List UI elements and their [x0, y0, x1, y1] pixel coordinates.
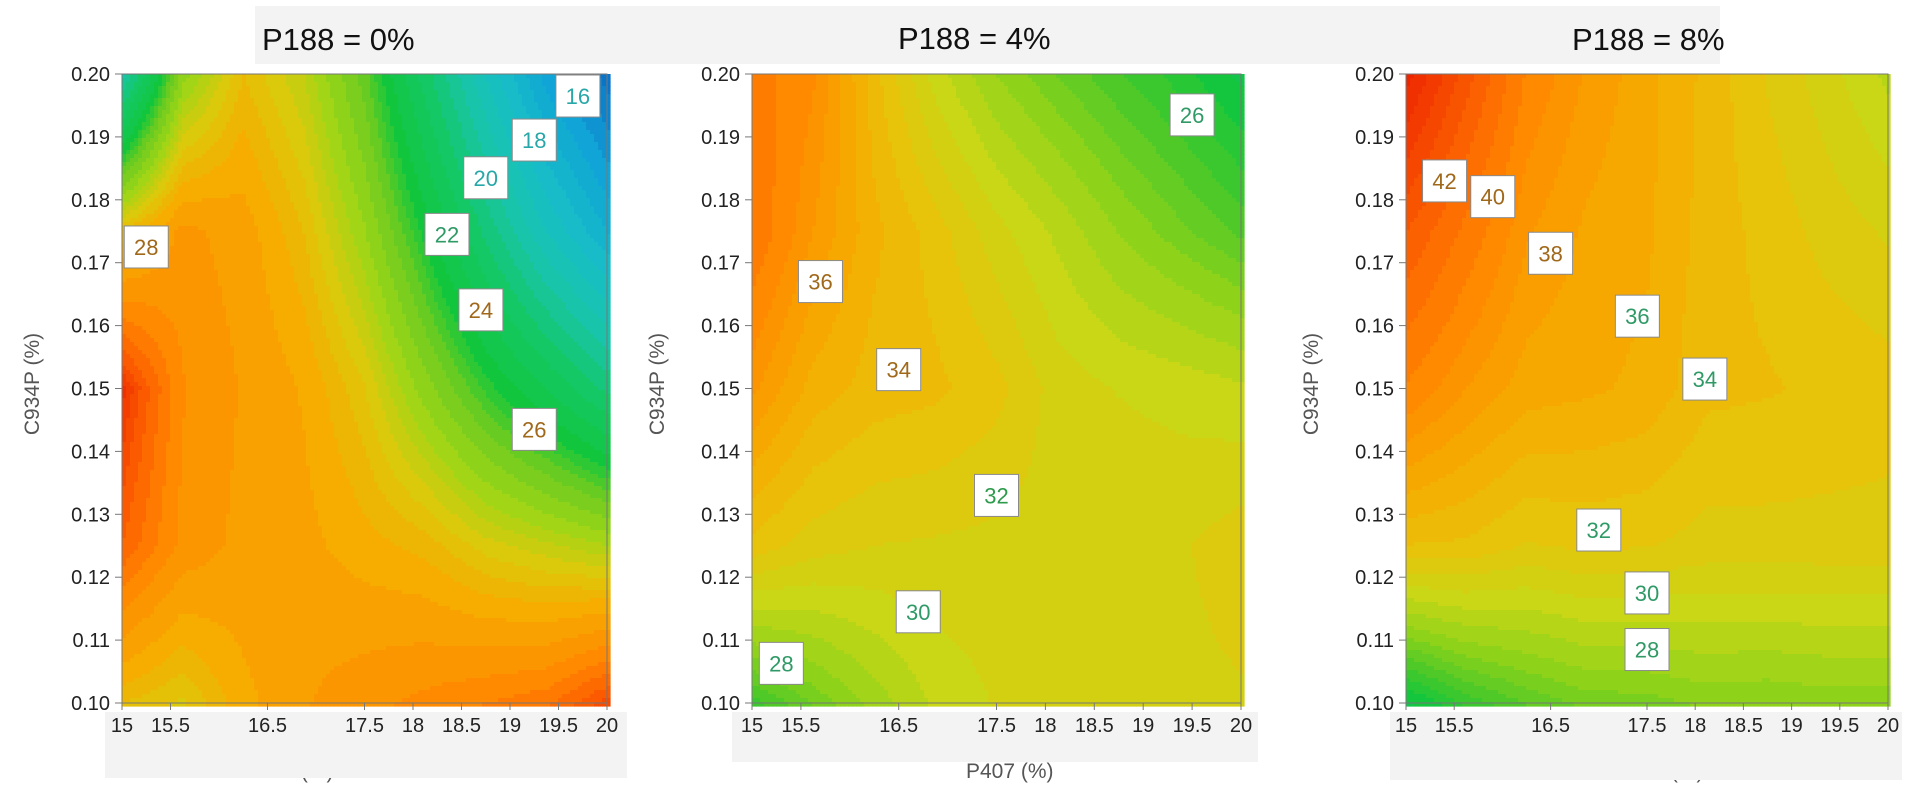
y-tick-label: 0.11 [73, 630, 110, 652]
y-tick-label: 0.18 [1355, 190, 1394, 212]
panel-3-title: P188 = 8% [1572, 22, 1725, 58]
y-tick-label: 0.17 [1355, 253, 1394, 275]
x-tick-label: 20 [1877, 715, 1899, 737]
panel-3-contour-plot: 0.10 0.11 0.12 0.13 0.14 0.15 0.16 0.17 0.18 0.19… [1355, 64, 1902, 780]
y-tick-label: 0.12 [701, 567, 740, 589]
y-tick-label: 0.11 [1357, 630, 1394, 652]
contour-value-label: 38 [1528, 231, 1574, 275]
x-tick-band [732, 712, 1258, 762]
contour-value-label: 30 [1624, 571, 1670, 615]
x-tick-band [1390, 712, 1902, 780]
y-tick-label: 0.14 [71, 441, 110, 463]
y-tick-label: 0.13 [1355, 504, 1394, 526]
y-tick-label: 0.10 [701, 693, 740, 715]
contour-value-label: 28 [123, 225, 169, 269]
x-tick-label: 18.5 [1075, 715, 1114, 737]
y-tick-label: 0.12 [71, 567, 110, 589]
y-tick-label: 0.20 [701, 64, 740, 86]
y-tick-label: 0.10 [1355, 693, 1394, 715]
y-tick-label: 0.20 [1355, 64, 1394, 86]
y-tick-label: 0.18 [71, 190, 110, 212]
y-tick-label: 0.15 [701, 379, 740, 401]
x-tick-label: 16.5 [248, 715, 287, 737]
contour-value-label: 34 [1682, 357, 1728, 401]
x-tick-label: 20 [1230, 715, 1252, 737]
y-tick-label: 0.10 [71, 693, 110, 715]
y-tick-label: 0.16 [71, 316, 110, 338]
y-tick-label: 0.15 [71, 379, 110, 401]
y-tick-label: 0.14 [1355, 441, 1394, 463]
x-tick-label: 20 [596, 715, 618, 737]
x-tick-label: 15 [1395, 715, 1417, 737]
panel-2-title: P188 = 4% [898, 21, 1051, 57]
y-tick-label: 0.20 [71, 64, 110, 86]
x-tick-label: 18 [1684, 715, 1706, 737]
y-tick-label: 0.17 [701, 253, 740, 275]
x-tick-label: 16.5 [1531, 715, 1570, 737]
x-tick-label: 17.5 [345, 715, 384, 737]
x-tick-label: 15.5 [1435, 715, 1474, 737]
contour-value-label: 42 [1422, 159, 1468, 203]
y-tick-label: 0.19 [701, 127, 740, 149]
y-tick-label: 0.15 [1355, 379, 1394, 401]
y-tick-label: 0.12 [1355, 567, 1394, 589]
panel-1-title: P188 = 0% [262, 22, 415, 58]
contour-fill [122, 74, 611, 707]
contour-value-label: 16 [555, 74, 601, 118]
title-band [645, 6, 1720, 46]
contour-value-label: 26 [511, 407, 557, 451]
contour-value-label: 32 [974, 473, 1019, 517]
x-tick-label: 17.5 [977, 715, 1016, 737]
contour-value-label: 30 [895, 590, 941, 634]
y-tick-label: 0.18 [701, 190, 740, 212]
x-tick-label: 15.5 [151, 715, 190, 737]
contour-value-label: 40 [1470, 175, 1516, 219]
y-tick-label: 0.11 [703, 630, 740, 652]
y-tick-label: 0.19 [71, 127, 110, 149]
x-tick-label: 19.5 [1173, 715, 1212, 737]
contour-value-label: 36 [1614, 294, 1660, 338]
x-tick-label: 15.5 [781, 715, 820, 737]
contour-value-label: 28 [758, 641, 804, 685]
panel-1-contour-plot: 0.10 0.11 0.12 0.13 0.14 0.15 0.16 0.17 0.18 0.19… [71, 64, 627, 778]
y-tick-label: 0.17 [71, 253, 110, 275]
contour-value-label: 24 [458, 288, 504, 332]
x-tick-label: 19 [1780, 715, 1802, 737]
contour-value-label: 22 [424, 212, 470, 256]
y-tick-label: 0.16 [1355, 316, 1394, 338]
x-tick-label: 18 [1034, 715, 1056, 737]
y-tick-label: 0.19 [1355, 127, 1394, 149]
x-tick-band [105, 712, 627, 778]
x-tick-label: 19 [1132, 715, 1154, 737]
panel-2-xlabel: P407 (%) [966, 760, 1054, 784]
contour-fill [752, 74, 1245, 707]
x-tick-label: 15 [741, 715, 763, 737]
contour-value-label: 20 [463, 156, 509, 200]
panel-2-contour-plot: 0.10 0.11 0.12 0.13 0.14 0.15 0.16 0.17 0.18 0.19… [701, 64, 1258, 762]
x-tick-label: 17.5 [1628, 715, 1667, 737]
contour-value-label: 28 [1624, 628, 1670, 672]
x-tick-label: 16.5 [879, 715, 918, 737]
y-tick-label: 0.16 [701, 316, 740, 338]
x-tick-label: 15 [111, 715, 133, 737]
contour-value-label: 26 [1169, 93, 1215, 137]
x-tick-label: 18 [402, 715, 424, 737]
x-tick-label: 19.5 [539, 715, 578, 737]
contour-value-label: 18 [511, 118, 557, 162]
y-tick-label: 0.14 [701, 441, 740, 463]
contour-value-label: 32 [1576, 508, 1622, 552]
x-tick-label: 19.5 [1820, 715, 1859, 737]
contour-value-label: 34 [876, 348, 922, 392]
contour-value-label: 36 [797, 260, 843, 304]
x-tick-label: 18.5 [1724, 715, 1763, 737]
x-tick-label: 19 [499, 715, 521, 737]
y-tick-label: 0.13 [701, 504, 740, 526]
y-tick-label: 0.13 [71, 504, 110, 526]
x-tick-label: 18.5 [442, 715, 481, 737]
